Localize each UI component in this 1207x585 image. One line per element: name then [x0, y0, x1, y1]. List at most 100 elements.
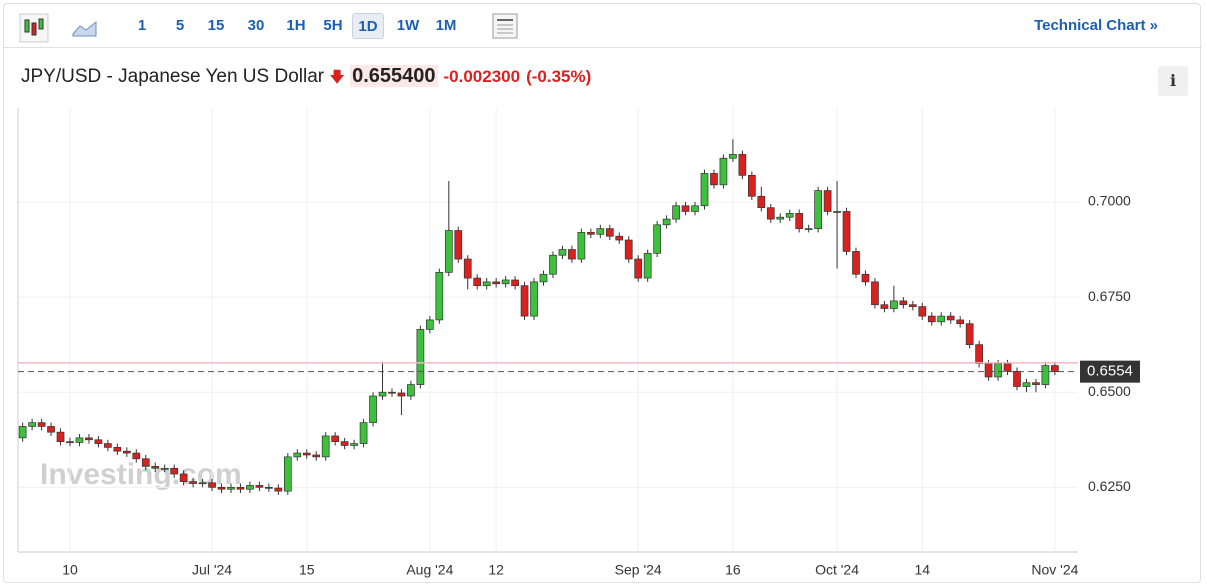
interval-button[interactable]: 5H [323, 17, 343, 34]
candle-body [672, 205, 680, 220]
candle-body [246, 485, 254, 490]
widget: Technical Chart » 1 5 15 30 1H 5H 1D 1W 1M JPY/U… [3, 3, 1202, 583]
interval-button[interactable]: 1 [137, 17, 147, 34]
candle-body [965, 323, 974, 345]
down-arrow: 🡇 [329, 69, 345, 86]
candle-body [122, 450, 131, 454]
candle-body [208, 482, 216, 488]
interval-button[interactable]: 5 [175, 17, 185, 34]
candle-icon[interactable] [14, 8, 54, 48]
candle-body [719, 157, 728, 186]
candle-body [28, 422, 36, 427]
interval-button[interactable]: 1W [396, 17, 420, 34]
candle-body [189, 481, 197, 484]
candle-body [596, 228, 605, 235]
interval-button[interactable]: 30 [247, 17, 265, 34]
candle-body [293, 452, 302, 458]
interval-button[interactable]: 1D [352, 13, 384, 39]
candle-body [217, 486, 226, 490]
candle-body [643, 252, 652, 279]
candle-body [198, 482, 207, 485]
x-tick-label: 14 [915, 562, 931, 578]
candle-body [946, 315, 955, 321]
candle-body [662, 218, 671, 226]
candle-body [539, 273, 548, 283]
candle-body [132, 452, 141, 460]
candle-body [691, 205, 699, 212]
candle-body [937, 315, 946, 323]
toolbar: Technical Chart » 1 5 15 30 1H 5H 1D 1W 1M [4, 4, 1202, 48]
candle-body [435, 272, 444, 321]
candle-body [975, 344, 983, 365]
candle-body [568, 249, 576, 260]
change: -0.002300 [443, 67, 521, 86]
candle-body [482, 281, 491, 287]
candle-body [681, 205, 690, 212]
info-button[interactable]: i [1158, 66, 1188, 96]
candle-body [141, 458, 150, 467]
candle-body [47, 426, 55, 433]
x-tick-label: Oct '24 [815, 562, 859, 578]
candle-body [1013, 370, 1021, 387]
candle-body [757, 195, 766, 209]
y-tick-label: 0.6500 [1088, 383, 1131, 399]
candle-body [549, 254, 557, 275]
candle-body [454, 230, 463, 260]
change-percent: (-0.35%) [526, 67, 592, 86]
candle-body [350, 443, 358, 446]
candle-body [852, 251, 860, 275]
candle-body [1003, 363, 1012, 372]
candle-body [776, 216, 785, 220]
interval-button[interactable]: 1M [435, 17, 457, 34]
candle-body [179, 473, 188, 482]
candle-body [416, 329, 425, 385]
candle-body [624, 239, 633, 260]
candle-body [605, 228, 614, 237]
candle-body [747, 174, 756, 197]
candle-body [444, 230, 453, 273]
y-tick-label: 0.6250 [1088, 478, 1131, 494]
candle-body [871, 281, 879, 306]
interval-button[interactable]: 1H [286, 17, 306, 34]
x-tick-label: 16 [725, 562, 741, 578]
layout-icon[interactable] [490, 11, 520, 41]
candle-body [37, 422, 46, 427]
candle-body [340, 441, 349, 446]
candle-body [312, 454, 321, 458]
candle-body [899, 300, 908, 306]
technical-chart-link[interactable]: Technical Chart » [1034, 17, 1158, 34]
candle-body [890, 300, 898, 309]
candle-body [586, 232, 595, 235]
candle-body [274, 487, 283, 492]
candle-body [75, 437, 84, 443]
candle-body [94, 439, 103, 444]
candle-body [634, 258, 643, 279]
candle-body [18, 426, 27, 439]
candle-body [520, 285, 529, 317]
area-icon[interactable] [70, 12, 100, 42]
candle-body [227, 486, 235, 490]
price: 0.655400 [350, 65, 438, 87]
y-tick-label: 0.6750 [1088, 288, 1131, 304]
candle-body [861, 273, 870, 283]
candle-body [833, 211, 841, 213]
candle-body [265, 486, 273, 489]
candle-body [407, 384, 415, 397]
candle-body [170, 467, 179, 475]
candle-body [984, 363, 993, 378]
candle-body [1032, 382, 1040, 385]
candle-body [577, 232, 586, 260]
candle-body [104, 443, 112, 448]
candle-body [994, 363, 1002, 378]
candle-body [1041, 365, 1050, 385]
candle-body [729, 154, 737, 159]
interval-button[interactable]: 15 [207, 17, 225, 34]
candle-body [331, 435, 340, 443]
candle-body [710, 173, 718, 186]
candle-body [388, 391, 396, 394]
candle-body [66, 441, 74, 444]
candle-body [615, 235, 624, 241]
candle-body [558, 249, 567, 256]
